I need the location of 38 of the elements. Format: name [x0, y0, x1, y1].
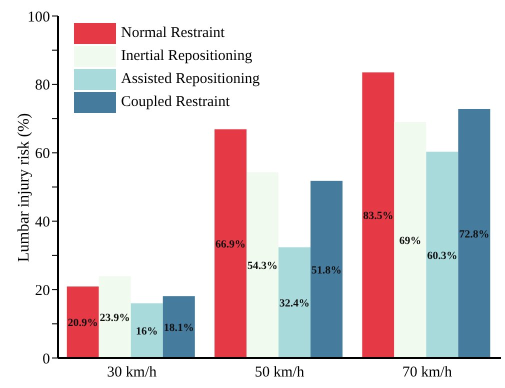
legend-label: Normal Restraint	[121, 24, 225, 43]
data-label: 83.5%	[363, 210, 394, 222]
y-tick-label: 100	[28, 9, 50, 26]
data-label: 16%	[136, 326, 158, 338]
data-label: 51.8%	[311, 264, 342, 276]
data-label: 32.4%	[279, 298, 310, 310]
bar	[162, 296, 195, 358]
bar	[98, 276, 131, 358]
y-tick-label: 80	[35, 78, 50, 94]
x-tick-label: 30 km/h	[107, 364, 158, 381]
x-tick-label: 70 km/h	[402, 364, 452, 381]
y-tick-label: 60	[35, 146, 50, 162]
bar	[458, 109, 490, 358]
data-label: 69%	[399, 234, 422, 247]
bar	[278, 247, 311, 358]
y-tick-label: 0	[42, 351, 50, 368]
bar	[362, 72, 394, 358]
y-axis-title: Lumbar injury risk (%)	[16, 113, 33, 262]
bar	[214, 129, 247, 358]
bar	[426, 152, 458, 358]
bar	[310, 180, 343, 358]
bar	[66, 286, 99, 358]
data-label: 66.9%	[215, 238, 246, 251]
data-label: 60.3%	[427, 250, 458, 262]
data-label: 18.1%	[164, 322, 194, 334]
legend-label: Assisted Repositioning	[121, 70, 260, 89]
x-tick-label: 50 km/h	[254, 364, 305, 381]
data-label: 23.9%	[100, 312, 130, 324]
data-label: 20.9%	[68, 317, 98, 330]
y-tick-label: 20	[35, 282, 50, 299]
bar	[130, 303, 163, 358]
data-label: 72.8%	[459, 228, 490, 240]
data-label: 54.3%	[247, 260, 278, 272]
bar	[246, 172, 279, 358]
legend-label: Inertial Repositioning	[121, 47, 252, 66]
legend-label: Coupled Restraint	[121, 93, 230, 112]
bar	[394, 122, 426, 358]
y-tick-label: 40	[35, 214, 50, 231]
